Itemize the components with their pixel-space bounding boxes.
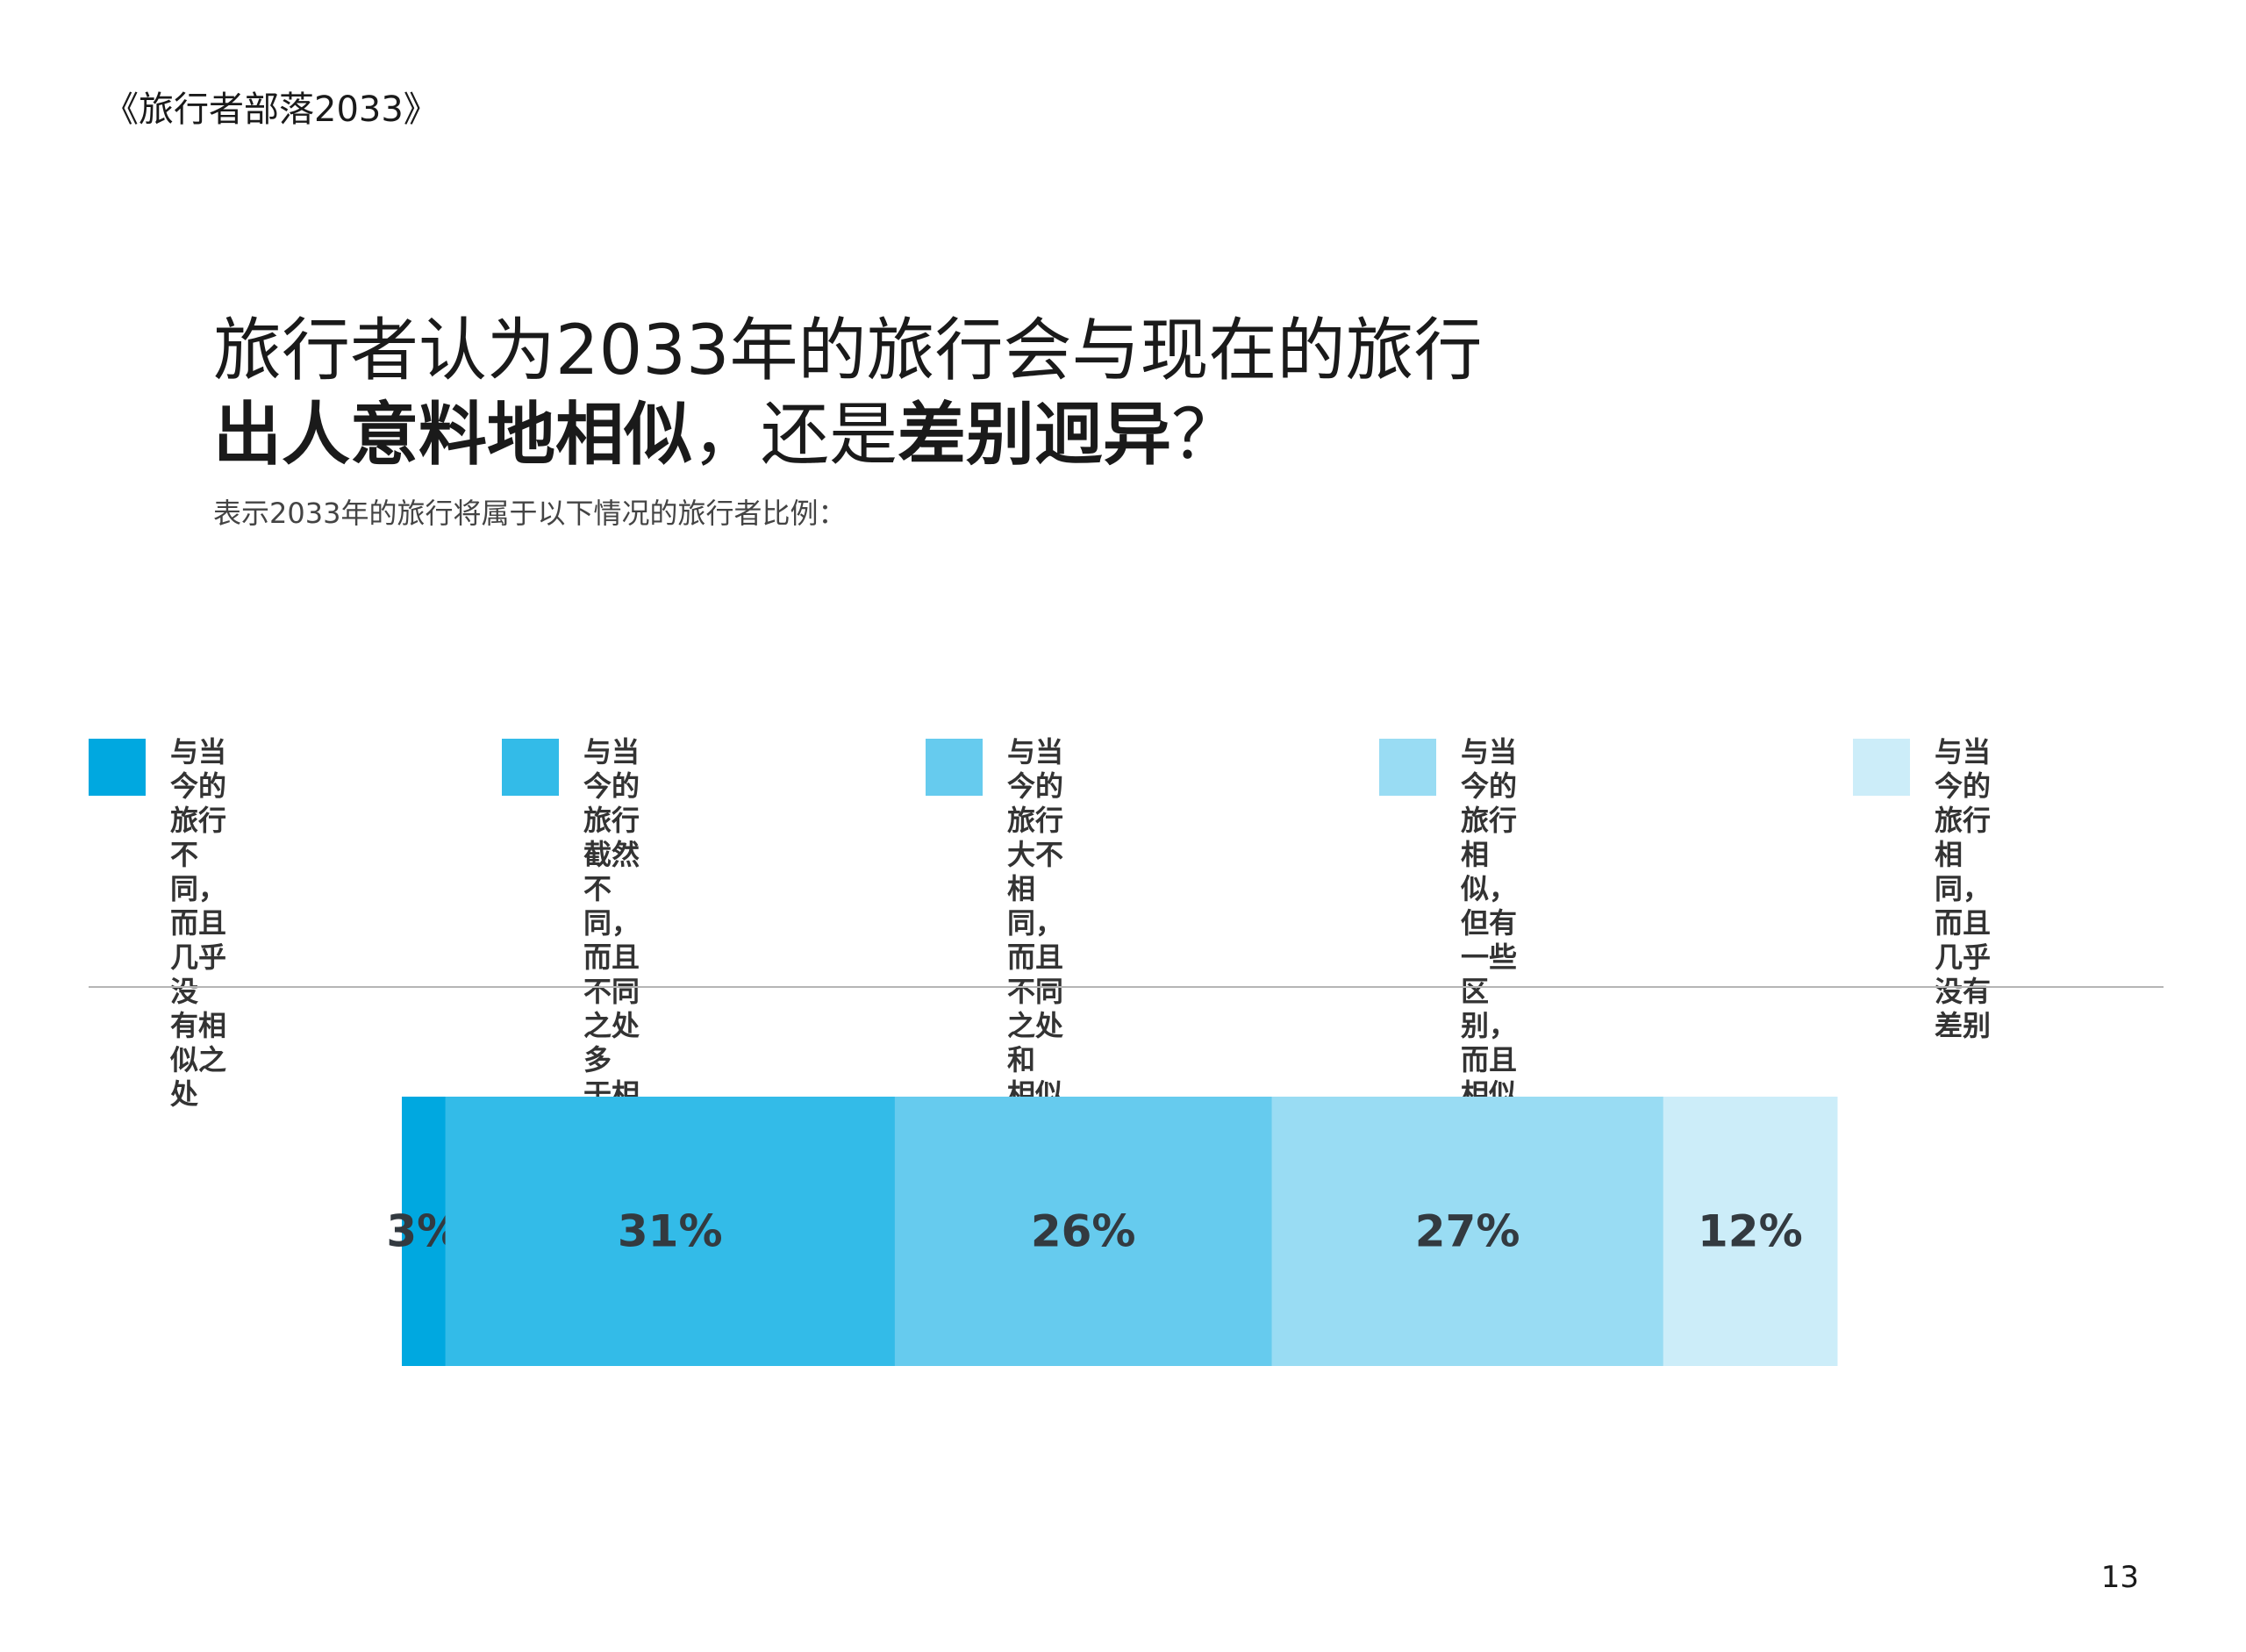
bar-segment-5 [1663, 1097, 1838, 1366]
legend-label: 与当今的旅行不 同，而且几乎没 有相似之处 [170, 735, 227, 1111]
page-number: 13 [2100, 1560, 2139, 1595]
bar-segment-2 [445, 1097, 896, 1366]
bar-segment-label-2: 31% [618, 1206, 723, 1257]
legend-swatch [502, 739, 559, 796]
document-title: 《旅行者部落2033》 [104, 89, 439, 130]
bar-segment-label-5: 12% [1698, 1206, 1803, 1257]
bar-segment-4 [1271, 1097, 1664, 1366]
chart-subtitle: 表示2033年的旅行将属于以下情况的旅行者比例： [213, 497, 847, 530]
bar-segment-1 [402, 1097, 447, 1366]
headline-bold-similar: 出人意料地相似 [213, 396, 693, 475]
bar-segment-3 [894, 1097, 1273, 1366]
bar-segment-label-3: 26% [1031, 1206, 1136, 1257]
headline-line2: 出人意料地相似，还是差别迥异？ [213, 393, 1483, 477]
legend-swatch [1379, 739, 1436, 796]
headline-question-mark: ？ [1171, 396, 1241, 475]
page-headline: 旅行者认为2033年的旅行会与现在的旅行 出人意料地相似，还是差别迥异？ [213, 309, 1483, 477]
section-divider [89, 986, 2164, 988]
legend-swatch [926, 739, 983, 796]
legend-swatch [1853, 739, 1910, 796]
legend-label: 与当今的旅行相同， 而且几乎没有差别 [1935, 735, 1992, 1042]
headline-bold-different: 差别迥异 [898, 396, 1172, 475]
legend-swatch [89, 739, 146, 796]
headline-line1: 旅行者认为2033年的旅行会与现在的旅行 [213, 311, 1483, 390]
headline-connector: ，还是 [692, 396, 898, 475]
bar-segment-label-4: 27% [1415, 1206, 1520, 1257]
